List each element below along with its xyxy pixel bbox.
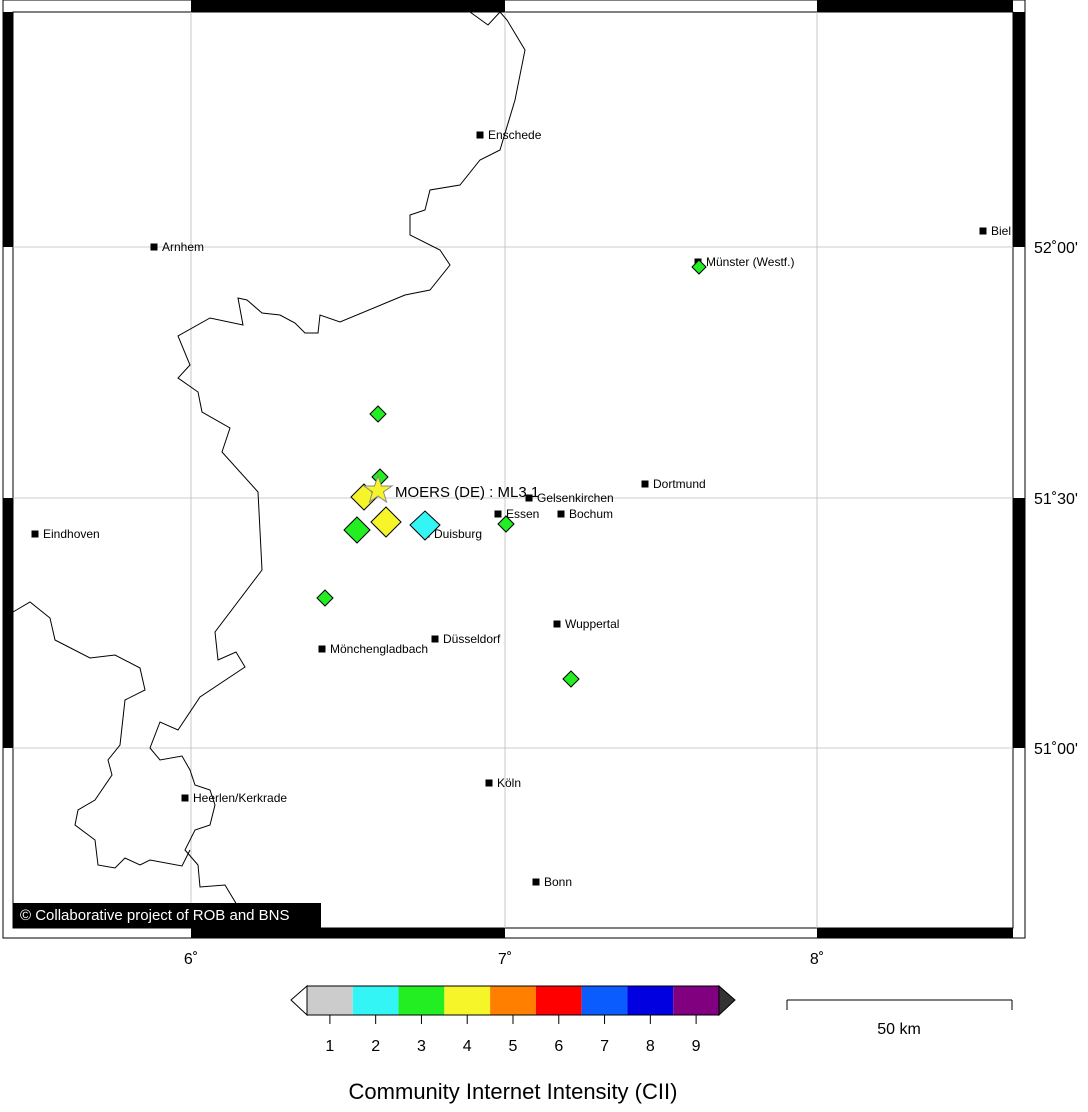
- frame: [2, 0, 1026, 939]
- colorbar-swatch: [581, 986, 628, 1015]
- city-label: Eindhoven: [43, 527, 100, 541]
- city-label: Mönchengladbach: [330, 642, 428, 656]
- graticule: [13, 12, 1013, 928]
- city-label: Bochum: [569, 507, 613, 521]
- city-marker: [31, 530, 39, 538]
- colorbar-swatch: [307, 986, 353, 1015]
- colorbar-tick-label: 1: [325, 1038, 334, 1055]
- city-label: Bonn: [544, 875, 572, 889]
- city-marker: [494, 510, 502, 518]
- copyright-box: [13, 903, 321, 928]
- city-marker: [181, 794, 189, 802]
- city-marker: [318, 645, 326, 653]
- city-label: Dortmund: [653, 477, 706, 491]
- city-label: Köln: [497, 776, 521, 790]
- colorbar-swatch: [444, 986, 491, 1015]
- city-label: Münster (Westf.): [706, 255, 794, 269]
- city-marker: [979, 227, 987, 235]
- city-marker: [485, 779, 493, 787]
- city-marker: [553, 620, 561, 628]
- colorbar-swatch: [490, 986, 536, 1015]
- borders: [12, 11, 526, 911]
- map-border: [12, 11, 1014, 929]
- city-label: Arnhem: [162, 240, 204, 254]
- longitude-label: 8˚: [810, 951, 824, 968]
- frame-ticks: [3, 0, 1025, 938]
- colorbar-tick-label: 4: [463, 1038, 472, 1055]
- city-marker: [641, 480, 649, 488]
- colorbar-tick-label: 6: [554, 1038, 563, 1055]
- copyright: © Collaborative project of ROB and BNS: [20, 907, 290, 924]
- city-marker: [431, 635, 439, 643]
- scale-label: 50 km: [877, 1021, 921, 1038]
- latitude-label: 51˚00': [1034, 741, 1078, 758]
- colorbar-swatch: [627, 986, 674, 1015]
- colorbar-tick-label: 9: [692, 1038, 701, 1055]
- epicenter-star: [362, 474, 394, 504]
- city-label: Biel: [991, 224, 1011, 238]
- epicenter-label: MOERS (DE) : ML3.1: [395, 484, 539, 501]
- city-label: Düsseldorf: [443, 632, 501, 646]
- city-marker: [476, 131, 484, 139]
- city-marker: [150, 243, 158, 251]
- city-label: Essen: [506, 507, 539, 521]
- city-marker: [557, 510, 565, 518]
- longitude-label: 7˚: [498, 951, 512, 968]
- city-label: Gelsenkirchen: [537, 491, 614, 505]
- latitude-label: 51˚30': [1034, 491, 1078, 508]
- colorbar-tick-label: 2: [371, 1038, 380, 1055]
- colorbar-tick-label: 8: [646, 1038, 655, 1055]
- latitude-labels: 52˚00' 51˚30' 51˚00': [1034, 240, 1078, 758]
- city-label: Wuppertal: [565, 617, 619, 631]
- city-marker: [525, 494, 533, 502]
- latitude-label: 52˚00': [1034, 240, 1078, 257]
- colorbar: 1 2 3 4 5 6 7 8 9: [290, 984, 736, 1055]
- city-marker: [532, 878, 540, 886]
- colorbar-title: Community Internet Intensity (CII): [349, 1079, 678, 1104]
- longitude-labels: 6˚ 7˚ 8˚: [184, 951, 824, 968]
- longitude-label: 6˚: [184, 951, 198, 968]
- colorbar-tick-label: 7: [600, 1038, 609, 1055]
- cities: Enschede Arnhem Münster (Westf.) Biel Dortmu…: [31, 128, 1011, 889]
- colorbar-swatch: [398, 986, 445, 1015]
- colorbar-outline: [306, 985, 720, 1016]
- colorbar-swatch: [352, 986, 399, 1015]
- colorbar-tick-label: 3: [417, 1038, 426, 1055]
- scale-bar: [786, 999, 1013, 1010]
- city-label: Enschede: [488, 128, 542, 142]
- colorbar-tick-label: 5: [509, 1038, 518, 1055]
- city-label: Duisburg: [434, 527, 482, 541]
- colorbar-swatch: [535, 986, 582, 1015]
- city-label: Heerlen/Kerkrade: [193, 791, 287, 805]
- colorbar-swatch: [673, 986, 719, 1015]
